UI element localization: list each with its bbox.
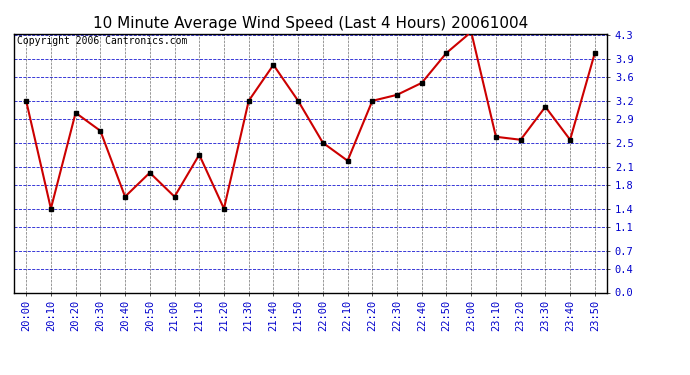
- Title: 10 Minute Average Wind Speed (Last 4 Hours) 20061004: 10 Minute Average Wind Speed (Last 4 Hou…: [93, 16, 528, 31]
- Text: Copyright 2006 Cantronics.com: Copyright 2006 Cantronics.com: [17, 36, 187, 46]
